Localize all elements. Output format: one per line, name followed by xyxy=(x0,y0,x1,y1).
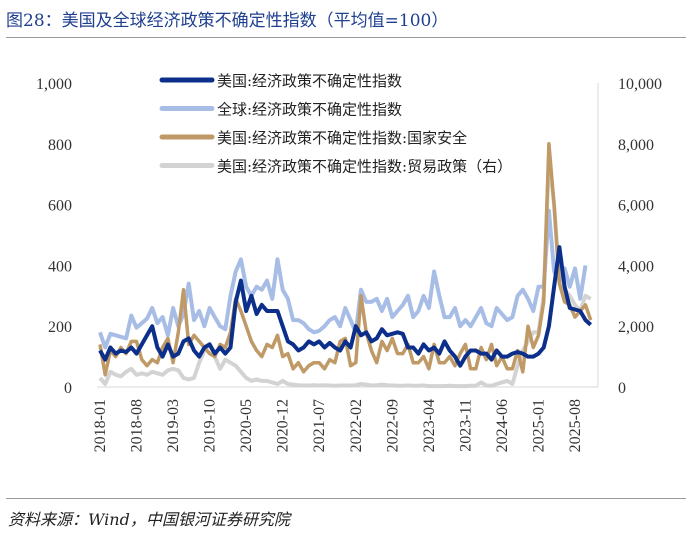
y-right-tick-label: 8,000 xyxy=(618,137,654,154)
x-tick-label: 2024-06 xyxy=(494,399,511,452)
x-tick-label: 2020-05 xyxy=(238,399,255,452)
source-divider xyxy=(6,498,686,499)
legend-label: 美国:经济政策不确定性指数 xyxy=(217,72,402,90)
x-tick-label: 2020-12 xyxy=(275,399,292,452)
y-right-tick-label: 4,000 xyxy=(618,258,654,275)
y-right-tick-label: 0 xyxy=(618,380,626,397)
y-left-tick-label: 1,000 xyxy=(36,76,72,93)
legend-label: 美国:经济政策不确定性指数:国家安全 xyxy=(217,129,467,147)
y-right-tick-label: 6,000 xyxy=(618,198,654,215)
x-tick-label: 2019-10 xyxy=(202,399,219,452)
x-tick-label: 2018-08 xyxy=(129,399,146,452)
y-left-tick-label: 200 xyxy=(48,319,72,336)
title-divider xyxy=(6,37,686,38)
x-tick-label: 2023-04 xyxy=(421,399,438,452)
y-left-tick-label: 600 xyxy=(48,198,72,215)
chart-title: 图28：美国及全球经济政策不确定性指数（平均值=100） xyxy=(6,11,449,31)
x-tick-label: 2023-11 xyxy=(457,399,474,452)
legend-label: 全球:经济政策不确定性指数 xyxy=(217,101,402,119)
series-line xyxy=(98,142,593,377)
y-left-tick-label: 800 xyxy=(48,137,72,154)
line-chart: 0 200 400 600 800 1,000 0 2,000 4,000 6,000 8,000 1… xyxy=(36,72,662,452)
series-line xyxy=(98,208,588,350)
series-line xyxy=(98,245,593,368)
x-tick-label: 2018-01 xyxy=(92,399,109,452)
source-note: 资料来源：Wind，中国银河证券研究院 xyxy=(8,510,290,529)
x-tick-label: 2022-09 xyxy=(384,399,401,452)
x-tick-label: 2025-01 xyxy=(530,399,547,452)
x-tick-label: 2021-07 xyxy=(311,399,328,452)
x-tick-label: 2019-03 xyxy=(165,399,182,452)
y-right-tick-label: 2,000 xyxy=(618,319,654,336)
x-tick-label: 2022-02 xyxy=(348,399,365,452)
y-left-tick-label: 400 xyxy=(48,258,72,275)
legend-label: 美国:经济政策不确定性指数:贸易政策（右） xyxy=(217,158,512,176)
x-tick-label: 2025-08 xyxy=(567,399,584,452)
series-line xyxy=(98,157,592,389)
y-left-tick-label: 0 xyxy=(64,380,72,397)
y-right-tick-label: 10,000 xyxy=(618,76,662,93)
